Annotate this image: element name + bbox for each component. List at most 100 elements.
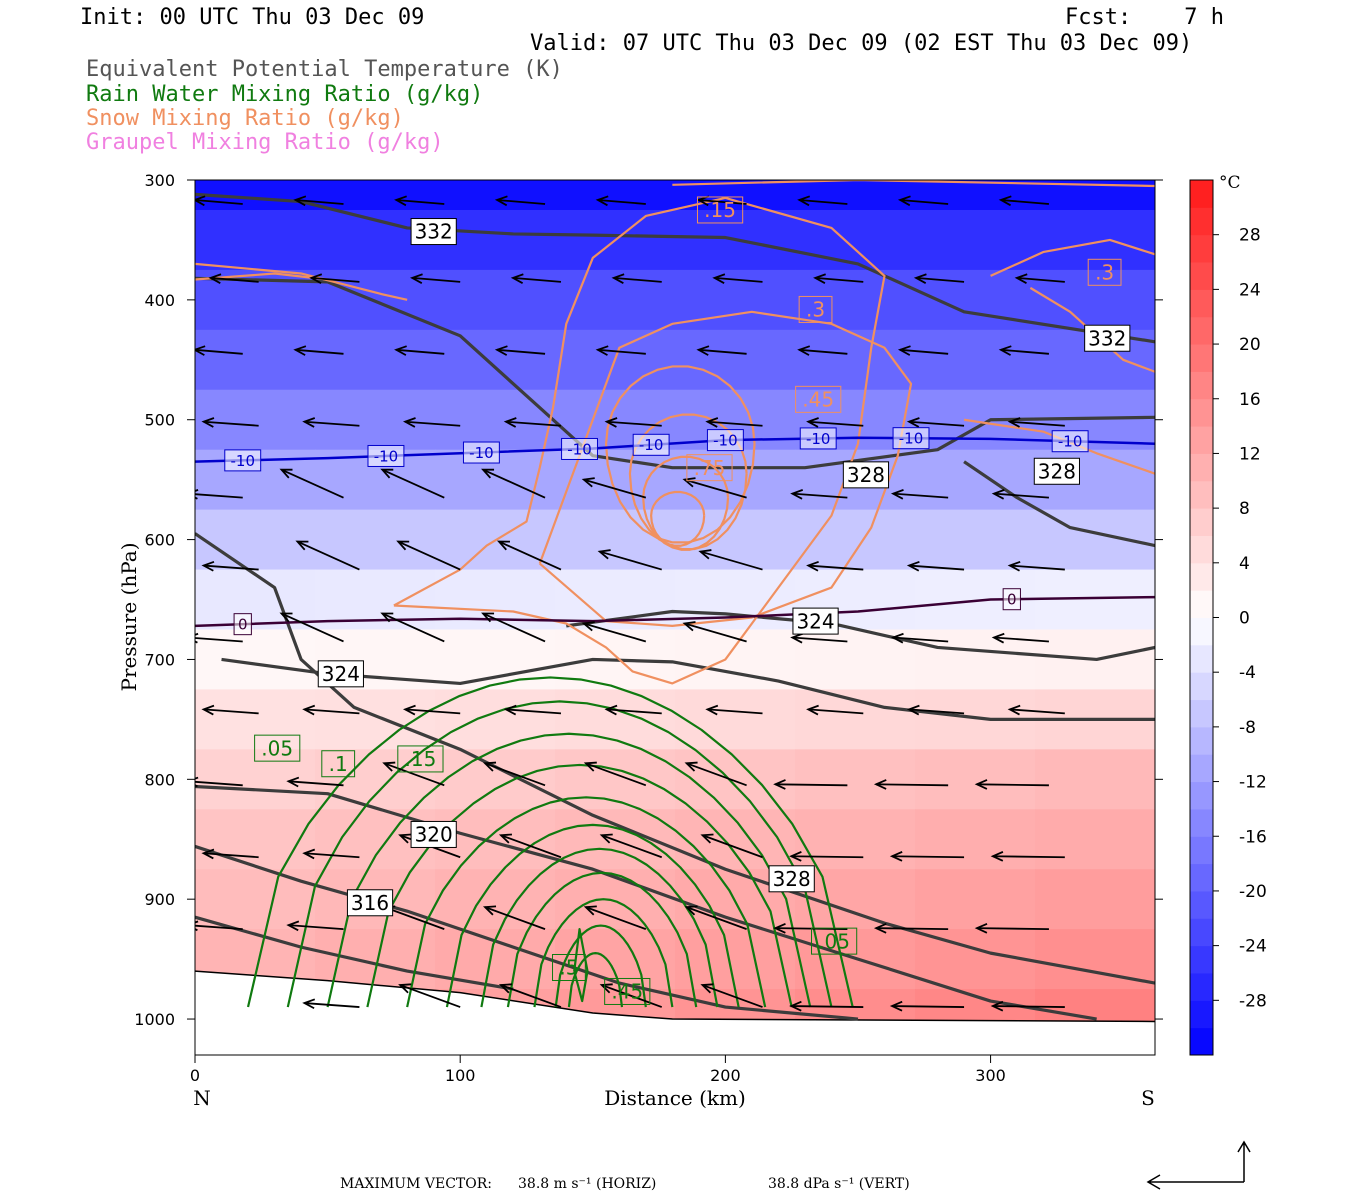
wind-vector <box>201 704 259 716</box>
wind-vector <box>201 417 259 428</box>
wind-vector <box>302 998 360 1010</box>
x-tick-label: 200 <box>710 1066 741 1085</box>
wind-vector-head <box>698 549 712 560</box>
isotherm-label: -10 <box>567 440 592 458</box>
wind-vector-shaft <box>606 420 662 427</box>
isotherm-label: -10 <box>469 444 494 462</box>
wind-vector <box>494 345 546 356</box>
temperature-shade-cell <box>675 329 796 391</box>
snow-contour <box>604 365 756 544</box>
wind-vector-shaft <box>799 199 848 205</box>
isotherm-label: -10 <box>1058 433 1083 451</box>
colorbar-segment <box>1190 508 1213 536</box>
wind-vector-shaft <box>203 852 259 859</box>
wind-vector-shaft <box>908 564 965 571</box>
x-tick-label: 0 <box>190 1066 200 1085</box>
wind-vector <box>498 833 562 859</box>
wind-vector-head <box>906 417 920 428</box>
wind-vector-shaft <box>500 984 562 1008</box>
temperature-shade-cell <box>1035 869 1155 930</box>
wind-vector <box>396 540 461 571</box>
wind-vector-shaft <box>606 708 662 715</box>
wind-vector <box>990 1000 1065 1012</box>
wind-vector-head <box>873 922 887 934</box>
wind-vector-shaft <box>876 927 949 931</box>
wind-vector <box>481 612 546 643</box>
wind-vector-shaft <box>195 924 243 931</box>
wind-vector <box>1014 273 1065 284</box>
wind-vector-shaft <box>505 420 562 427</box>
wind-vector-shaft <box>203 564 259 571</box>
rain-water-label: .05 <box>818 929 850 953</box>
temperature-shade-cell <box>315 509 436 571</box>
theta-e-label: 316 <box>351 891 389 915</box>
theta-e-label: 324 <box>796 609 834 633</box>
wind-vector-shaft <box>195 637 243 643</box>
temperature-shade-cell <box>915 449 1036 511</box>
theta-e-contour <box>195 784 1097 1021</box>
wind-vector-shaft <box>702 984 763 1008</box>
rain-water-label: .05 <box>261 736 293 760</box>
wind-vector-head <box>700 833 714 844</box>
colorbar-tick-label: 20 <box>1239 335 1261 355</box>
wind-vector-head <box>581 621 595 632</box>
wind-vector <box>813 273 864 284</box>
temperature-shade-cell <box>915 209 1036 271</box>
wind-vector-head <box>1014 273 1028 284</box>
wind-vector-head <box>583 761 597 772</box>
wind-vector-head <box>889 851 903 862</box>
wind-vector <box>302 417 360 428</box>
wind-vector <box>684 905 747 930</box>
wind-vector-head <box>394 195 407 207</box>
wind-vector-shaft <box>383 762 445 787</box>
wind-vector <box>806 417 864 428</box>
wind-vector-head <box>494 345 508 356</box>
wind-vector-shaft <box>1016 276 1065 283</box>
colorbar-tick-label: 4 <box>1239 554 1250 574</box>
wind-vector <box>599 833 663 859</box>
rain-water-contour <box>533 898 674 1008</box>
temperature-shade-cell <box>915 329 1036 391</box>
wind-vector-head <box>195 345 206 356</box>
theta-e-contour <box>195 192 1155 344</box>
wind-vector-head <box>974 922 988 934</box>
wind-vector <box>913 273 965 284</box>
colorbar-segment <box>1190 781 1213 810</box>
wind-vector-shaft <box>484 762 546 787</box>
snow-contour <box>650 490 706 547</box>
isotherm-label-box <box>1002 588 1021 611</box>
theta-e-contour <box>221 657 1155 721</box>
snow-label-box <box>795 385 842 413</box>
wind-vector-head <box>705 417 719 428</box>
wind-vector <box>503 417 562 428</box>
wind-vector <box>482 761 546 787</box>
wind-vector-shaft <box>281 612 344 643</box>
temperature-shade-cell <box>195 209 316 271</box>
wind-vector-shaft <box>505 708 562 715</box>
isotherm-label: -10 <box>899 430 924 448</box>
wind-vector-head <box>1007 704 1021 716</box>
forecast-hour: Fcst: 7 h <box>1065 5 1224 30</box>
legend-line-1: Equivalent Potential Temperature (K) <box>86 57 563 82</box>
colorbar-segment <box>1190 180 1213 208</box>
temperature-shade-cell <box>795 809 916 870</box>
temperature-shade-cell <box>555 749 676 810</box>
temperature-shade-cell <box>1035 809 1155 870</box>
temperature-shade-cell <box>195 809 316 870</box>
wind-vector <box>302 848 360 860</box>
wind-vector <box>195 489 243 500</box>
max-vector-label: MAXIMUM VECTOR: <box>340 1176 492 1192</box>
snow-label-box <box>686 454 733 482</box>
wind-vector-shaft <box>1000 199 1049 205</box>
wind-vector-head <box>394 345 407 356</box>
wind-vector-shaft <box>993 636 1049 643</box>
wind-vector <box>309 273 360 284</box>
wind-vector-shaft <box>599 550 662 571</box>
wind-vector-head <box>481 612 495 623</box>
wind-vector-shaft <box>976 783 1049 787</box>
wind-vector-head <box>382 761 396 772</box>
south-label: S <box>1141 1086 1155 1110</box>
rain-water-label-box <box>604 977 651 1005</box>
wind-vector <box>195 632 243 644</box>
temperature-shade-cell <box>795 209 916 271</box>
